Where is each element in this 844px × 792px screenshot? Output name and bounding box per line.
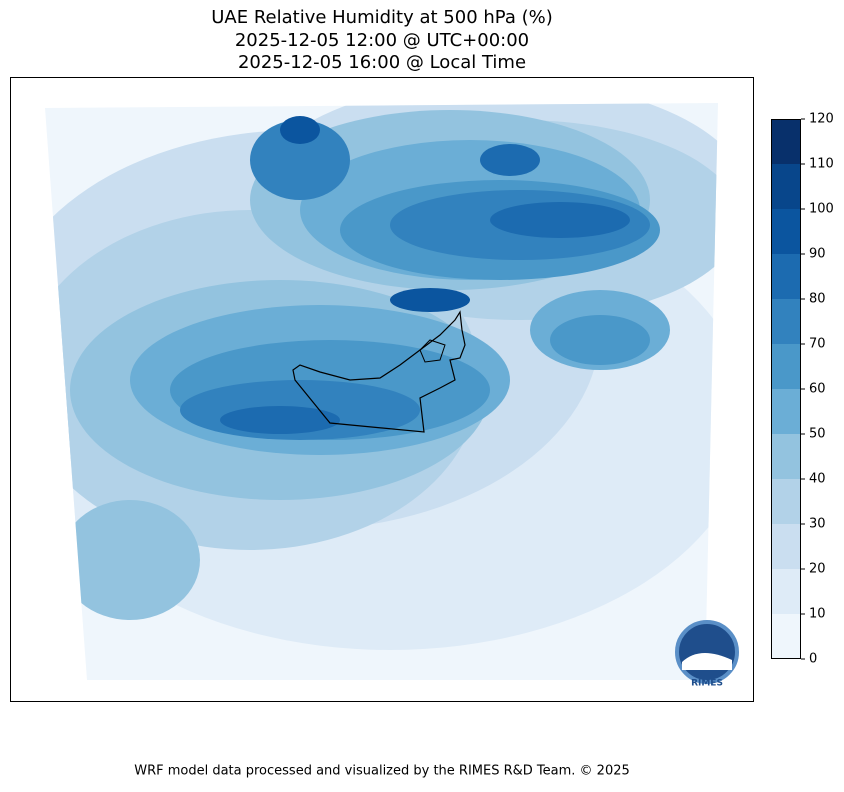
colorbar-band — [771, 119, 801, 164]
colorbar-band — [771, 434, 801, 479]
humidity-contour — [60, 500, 200, 620]
humidity-contour — [280, 116, 320, 144]
colorbar-tick-label: 40 — [809, 472, 826, 487]
colorbar-band — [771, 614, 801, 659]
colorbar-band — [771, 389, 801, 434]
colorbar-tick-label: 30 — [809, 517, 826, 532]
humidity-contour — [480, 144, 540, 176]
map-frame — [10, 77, 754, 702]
colorbar-band — [771, 254, 801, 299]
colorbar-tick-label: 60 — [809, 382, 826, 397]
colorbar-tick-label: 90 — [809, 247, 826, 262]
humidity-contour — [250, 120, 350, 200]
colorbar-outline — [771, 119, 801, 659]
colorbar-tick-label: 10 — [809, 607, 826, 622]
colorbar-tick-label: 110 — [809, 157, 834, 172]
title-line: 2025-12-05 12:00 @ UTC+00:00 — [235, 30, 529, 51]
colorbar-tick-label: 100 — [809, 202, 834, 217]
logo-wave — [682, 652, 732, 670]
colorbar-tick-label: 0 — [809, 652, 817, 667]
colorbar-band — [771, 524, 801, 569]
logo-text: RIMES — [691, 679, 723, 689]
humidity-contour — [550, 315, 650, 365]
humidity-contour — [390, 288, 470, 312]
colorbar-tick-label: 20 — [809, 562, 826, 577]
colorbar-band — [771, 299, 801, 344]
title-line: UAE Relative Humidity at 500 hPa (%) — [211, 7, 552, 28]
logo: RIMES — [675, 620, 739, 689]
oman-border — [419, 339, 446, 363]
colorbar-tick-label: 120 — [809, 112, 834, 127]
logo-badge — [675, 620, 739, 684]
humidity-contour — [490, 202, 630, 238]
colorbar-band — [771, 164, 801, 209]
uae-border — [292, 310, 466, 433]
footer: WRF model data processed and visualized … — [134, 764, 630, 779]
colorbar-band — [771, 569, 801, 614]
humidity-field — [45, 103, 718, 680]
colorbar-tick-label: 70 — [809, 337, 826, 352]
colorbar-tick-label: 50 — [809, 427, 826, 442]
humidity-contour — [220, 406, 340, 434]
colorbar: 0 10 20 30 40 50 60 70 80 90 100 110 120 — [771, 112, 834, 667]
title-line: 2025-12-05 16:00 @ Local Time — [238, 52, 526, 73]
colorbar-band — [771, 209, 801, 254]
colorbar-band — [771, 479, 801, 524]
colorbar-tick-label: 80 — [809, 292, 826, 307]
colorbar-band — [771, 344, 801, 389]
